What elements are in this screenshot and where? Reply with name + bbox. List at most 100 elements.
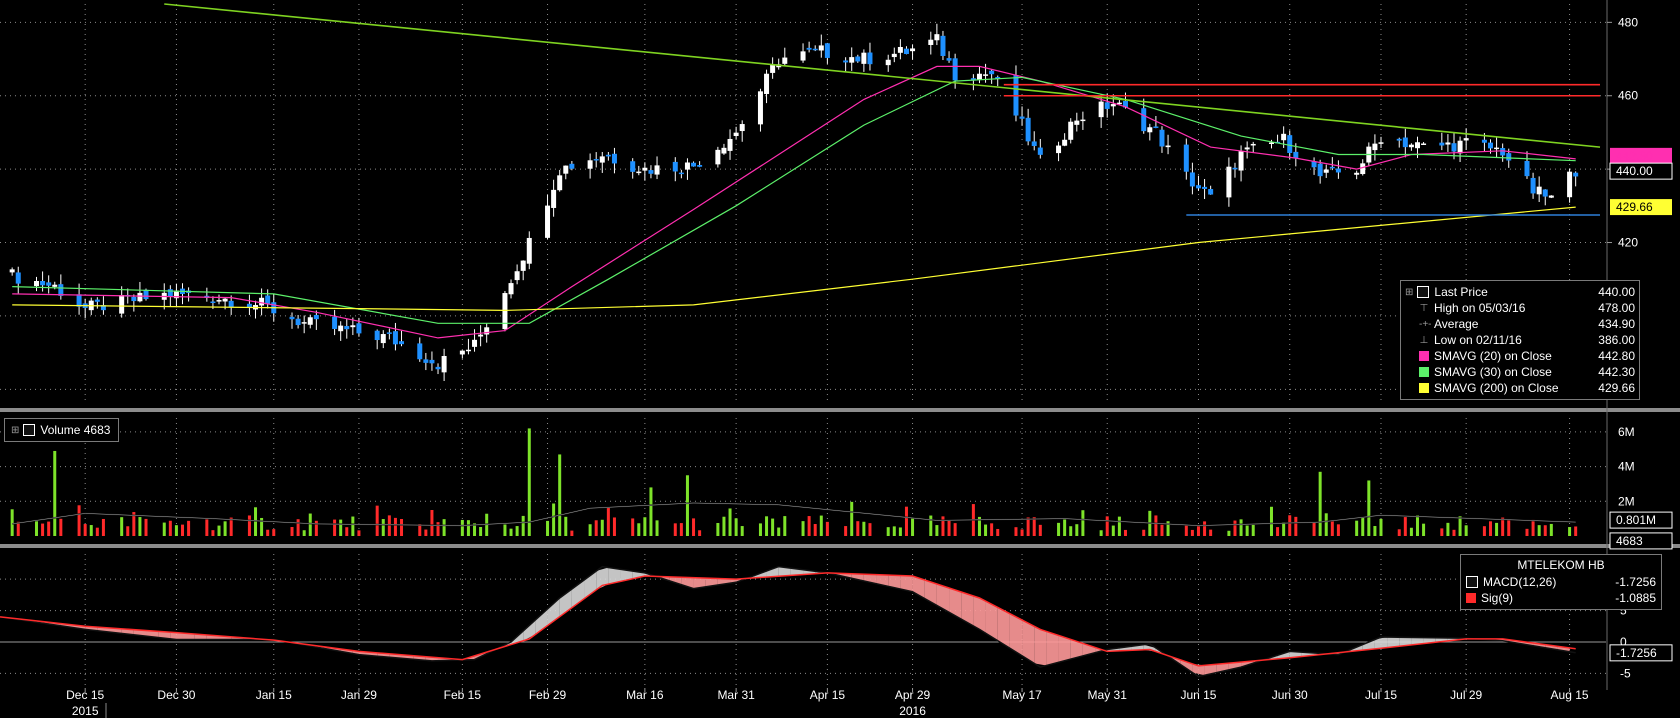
volume-bar (570, 530, 574, 536)
candle-body (1524, 160, 1530, 177)
macd-value-tag: -1.7256 (1609, 644, 1673, 662)
legend-label: High on 05/03/16 (1434, 301, 1526, 315)
volume-bar (266, 529, 270, 536)
legend-swatch (1419, 351, 1429, 361)
volume-bar (339, 519, 343, 536)
date-tick-label: Mar 16 (626, 688, 664, 702)
candle-body (1335, 168, 1341, 173)
macd-fill (1192, 663, 1205, 676)
legend-marker-icon: ⊥ (1419, 334, 1429, 346)
candle-body (502, 293, 508, 330)
volume-bar (400, 519, 404, 536)
candle-body (1360, 163, 1366, 175)
candle-body (764, 73, 770, 94)
volume-bar (387, 515, 391, 536)
candle-body (459, 350, 465, 355)
candle-body (970, 78, 976, 81)
date-tick-label: Mar 31 (717, 688, 755, 702)
volume-bar (168, 520, 172, 536)
volume-bar (1409, 527, 1413, 536)
candle-body (1147, 127, 1153, 133)
volume-legend: ⊞ Volume 4683 (4, 418, 120, 442)
candle-body (611, 153, 617, 164)
volume-bar (375, 505, 379, 536)
candle-body (1481, 139, 1487, 143)
volume-avg-value-tag-bg (1609, 511, 1673, 529)
candle-body (1031, 141, 1037, 147)
volume-bar (984, 524, 988, 536)
candle-body (1268, 142, 1274, 144)
volume-bar (1099, 530, 1103, 536)
macd-fill (1277, 651, 1290, 659)
volume-bar (673, 523, 677, 536)
volume-bar (1415, 515, 1419, 536)
expand-icon[interactable]: ⊞ (1405, 286, 1414, 298)
candle-body (1293, 151, 1299, 159)
candle-body (380, 334, 386, 344)
volume-bar (1488, 521, 1492, 536)
volume-bar (35, 521, 39, 536)
volume-bar (229, 517, 233, 536)
macd-legend-row: MACD(12,26) -1.7256 (1466, 574, 1656, 590)
volume-bar (771, 518, 775, 536)
sma20-value-tag: 442.80 (1610, 147, 1672, 164)
candle-body (1116, 102, 1122, 105)
legend-marker-icon: ⊤ (1419, 302, 1429, 314)
volume-bar (1537, 525, 1541, 536)
volume-bar (515, 526, 519, 536)
date-tick-label: Jun 30 (1272, 688, 1308, 702)
volume-bar (935, 525, 939, 536)
volume-bar (637, 523, 641, 536)
candle-body (824, 43, 830, 58)
macd-fill (681, 577, 694, 589)
date-tick-label: Jul 29 (1450, 688, 1482, 702)
volume-bar (941, 516, 945, 536)
candle-body (1068, 121, 1074, 140)
candle-body (897, 46, 903, 53)
candle-body (429, 359, 435, 364)
volume-bar (1312, 522, 1316, 536)
candle-body (1323, 169, 1329, 173)
candle-body (1281, 133, 1287, 141)
volume-bar (120, 517, 124, 536)
price-tick-label: 420 (1618, 236, 1638, 250)
sma200-value-tag-text: 429.66 (1616, 200, 1653, 214)
volume-bar (1251, 524, 1255, 536)
candle-body (983, 74, 989, 76)
macd-fill (876, 574, 889, 587)
expand-icon[interactable]: ⊞ (11, 424, 20, 436)
legend-label: Average (1434, 317, 1479, 331)
macd-fill (170, 632, 183, 640)
macd-fill (1228, 662, 1242, 670)
candle-body (1080, 119, 1086, 122)
moving-average-line (12, 65, 1576, 339)
volume-bar (479, 527, 483, 536)
candle-body (691, 162, 697, 167)
volume-bar (393, 517, 397, 536)
volume-bar (333, 519, 337, 536)
volume-bar (1324, 513, 1328, 536)
legend-label: SMAVG (200) on Close (1434, 381, 1559, 395)
candle-body (1287, 135, 1293, 153)
volume-bar (1227, 530, 1231, 536)
candle-body (58, 284, 64, 296)
macd-fill (949, 588, 962, 620)
candle-body (1408, 144, 1414, 148)
candle-body (1195, 185, 1201, 189)
macd-ticker: MTELEKOM HB (1517, 558, 1605, 572)
volume-bar (825, 521, 829, 536)
volume-bar (1294, 516, 1298, 536)
volume-bar (223, 521, 227, 536)
candle-body (508, 283, 514, 295)
candle-body (739, 124, 745, 132)
candle-body (1141, 108, 1147, 132)
legend-marker-icon: -+- (1419, 318, 1432, 330)
legend-label: Low on 02/11/16 (1434, 333, 1522, 347)
volume-bar (655, 520, 659, 536)
volume-bar (260, 517, 264, 536)
volume-bar (1117, 516, 1121, 536)
candle-body (9, 269, 15, 273)
volume-bar (1525, 528, 1529, 536)
candle-body (216, 300, 222, 302)
